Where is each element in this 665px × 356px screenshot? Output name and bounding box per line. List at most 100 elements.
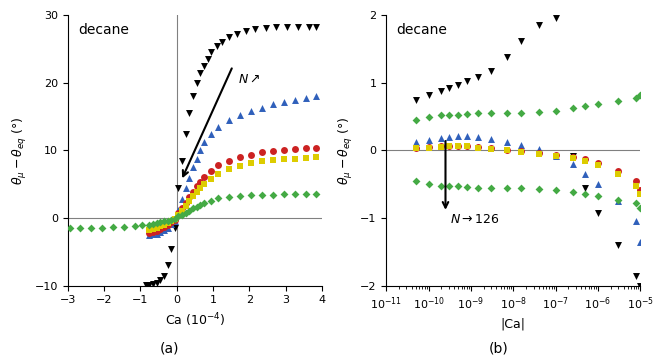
Point bbox=[235, 112, 245, 118]
Point bbox=[180, 185, 191, 190]
Point bbox=[473, 74, 483, 80]
Point bbox=[177, 158, 188, 163]
Point bbox=[635, 239, 646, 245]
Point bbox=[424, 114, 434, 120]
Point bbox=[257, 192, 267, 198]
Point bbox=[593, 210, 603, 215]
Point bbox=[166, 217, 176, 222]
Point bbox=[240, 28, 251, 34]
Point bbox=[486, 146, 497, 152]
Point bbox=[177, 208, 188, 214]
Point bbox=[631, 183, 642, 188]
Point bbox=[444, 143, 454, 148]
Point bbox=[213, 162, 223, 168]
Point bbox=[533, 151, 544, 157]
Point bbox=[515, 142, 526, 148]
Point bbox=[195, 185, 205, 191]
Point bbox=[486, 110, 497, 116]
Point bbox=[144, 232, 155, 238]
Point bbox=[205, 131, 216, 136]
Text: (a): (a) bbox=[160, 341, 180, 355]
Point bbox=[260, 25, 271, 31]
Point bbox=[166, 219, 176, 225]
Point bbox=[501, 110, 512, 116]
Point bbox=[289, 156, 300, 161]
Point bbox=[65, 225, 75, 231]
Point bbox=[188, 164, 198, 170]
Point bbox=[166, 218, 176, 224]
Point bbox=[304, 25, 315, 30]
Point bbox=[444, 143, 454, 149]
Point bbox=[300, 155, 311, 161]
Point bbox=[152, 280, 162, 286]
Point bbox=[593, 162, 603, 168]
Point bbox=[473, 144, 483, 150]
Point bbox=[159, 224, 170, 230]
Point bbox=[170, 225, 180, 231]
Point bbox=[144, 227, 155, 232]
Point bbox=[108, 224, 118, 230]
Point bbox=[453, 133, 464, 138]
Point bbox=[184, 198, 195, 204]
Point bbox=[424, 137, 434, 143]
Point bbox=[213, 196, 223, 201]
Point bbox=[613, 197, 624, 203]
Point bbox=[162, 263, 173, 268]
Point bbox=[148, 231, 158, 237]
Point bbox=[580, 156, 591, 161]
Point bbox=[279, 192, 289, 197]
Point bbox=[635, 187, 646, 193]
Point bbox=[148, 226, 158, 232]
Point bbox=[567, 153, 578, 159]
Point bbox=[184, 194, 195, 200]
Point bbox=[267, 101, 278, 107]
Point bbox=[159, 227, 170, 233]
Y-axis label: $\theta_{\mu} - \theta_{eq}$ (°): $\theta_{\mu} - \theta_{eq}$ (°) bbox=[11, 116, 29, 185]
Point bbox=[257, 105, 267, 111]
Point bbox=[300, 95, 311, 100]
Point bbox=[155, 226, 166, 232]
Point bbox=[155, 278, 166, 283]
Point bbox=[580, 185, 591, 190]
Point bbox=[173, 207, 184, 213]
Point bbox=[86, 225, 96, 231]
Point bbox=[462, 184, 472, 190]
Point bbox=[140, 282, 151, 288]
Point bbox=[311, 191, 322, 197]
Point bbox=[410, 178, 421, 184]
Point bbox=[635, 92, 646, 98]
Point bbox=[224, 34, 235, 40]
Point bbox=[551, 153, 561, 159]
Point bbox=[593, 160, 603, 166]
Point bbox=[631, 200, 642, 206]
Point bbox=[188, 194, 198, 199]
Text: (b): (b) bbox=[489, 341, 509, 355]
Point bbox=[271, 25, 282, 30]
Point bbox=[170, 217, 180, 222]
Point bbox=[162, 218, 173, 224]
Point bbox=[205, 176, 216, 182]
Point bbox=[279, 156, 289, 162]
Point bbox=[75, 225, 86, 231]
Point bbox=[567, 106, 578, 111]
Point bbox=[267, 157, 278, 163]
Point bbox=[235, 155, 245, 160]
Point bbox=[473, 110, 483, 116]
Point bbox=[551, 152, 561, 157]
Point bbox=[235, 193, 245, 199]
Point bbox=[580, 192, 591, 197]
Point bbox=[192, 204, 202, 209]
Point bbox=[170, 216, 180, 222]
Point bbox=[192, 156, 202, 161]
Point bbox=[152, 228, 162, 234]
Point bbox=[533, 22, 544, 28]
Point bbox=[152, 231, 162, 236]
Point bbox=[631, 178, 642, 184]
Point bbox=[631, 273, 642, 278]
Point bbox=[300, 191, 311, 197]
Point bbox=[580, 158, 591, 163]
Point bbox=[246, 161, 257, 166]
Point bbox=[613, 242, 624, 248]
Text: decane: decane bbox=[396, 23, 448, 37]
Point bbox=[180, 131, 191, 136]
